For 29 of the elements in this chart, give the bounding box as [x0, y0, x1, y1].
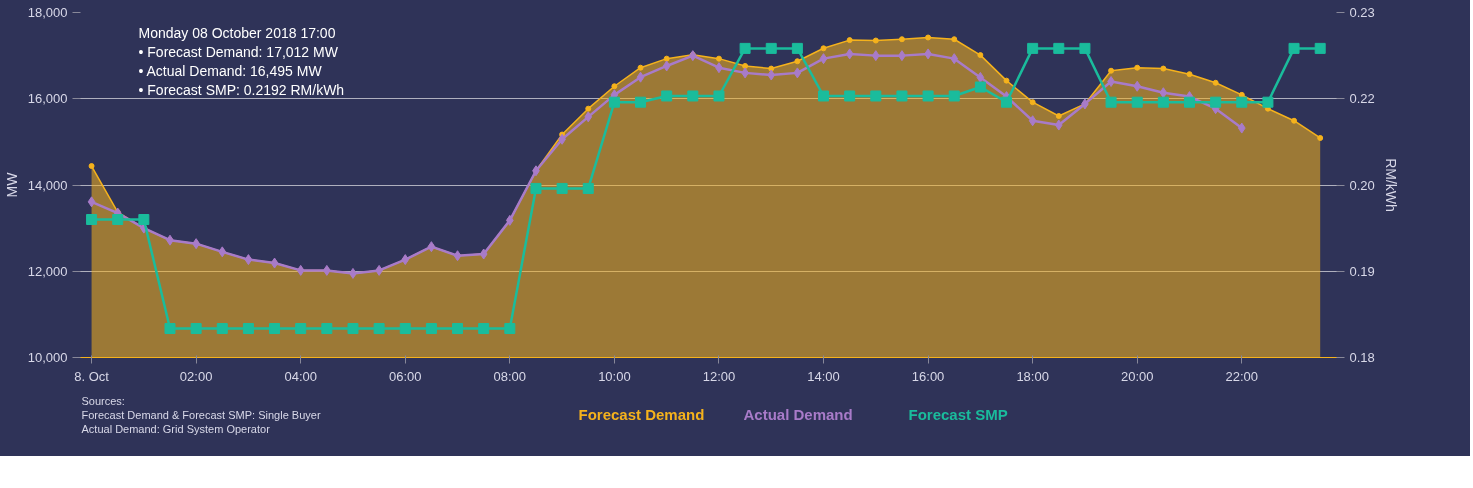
- x-tick-label: 06:00: [389, 368, 422, 384]
- x-tick-label: 8. Oct: [74, 368, 110, 384]
- y-tick-label: 10,000: [27, 350, 68, 365]
- x-tick-label: 10:00: [598, 368, 631, 384]
- y2-tick-label: 0.23: [1349, 5, 1375, 20]
- y2-tick-label: 0.19: [1349, 263, 1375, 279]
- y-axis-title: MW: [3, 171, 20, 198]
- y2-tick-label: 0.20: [1349, 177, 1375, 193]
- y2-axis-title: RM/kWh: [1382, 158, 1399, 212]
- x-tick-label: 14:00: [807, 368, 840, 384]
- text: Actual Demand: [743, 406, 853, 423]
- y-tick-label: 18,000: [27, 5, 68, 20]
- y-tick-label: 16,000: [27, 91, 68, 107]
- y-tick-label: 12,000: [27, 263, 68, 279]
- x-tick-label: 20:00: [1120, 368, 1154, 384]
- text: Forecast SMP: [908, 406, 1008, 423]
- text: Forecast Demand: [578, 406, 705, 423]
- y-tick-label: 14,000: [27, 177, 68, 193]
- x-tick-label: 18:00: [1016, 368, 1049, 384]
- annotation: Monday 08 October 2018 17:00 • Forecast Demand: 17,012 MW • Actual Demand: 16,495 MW • Forecast SMP: 0.2192 RM/kWh: [138, 24, 345, 99]
- x-tick-label: 22:00: [1225, 368, 1259, 384]
- y2-tick-label: 0.18: [1349, 350, 1375, 365]
- x-tick-label: 02:00: [179, 368, 213, 384]
- source-note: Sources: Forecast Demand & Forecast SMP: Single Buyer Actual Demand: Grid System Operator: [81, 394, 321, 436]
- x-tick-label: 16:00: [911, 368, 945, 384]
- y2-tick-label: 0.22: [1349, 91, 1375, 107]
- x-tick-label: 04:00: [284, 368, 317, 384]
- x-tick-label: 12:00: [702, 368, 736, 384]
- x-tick-label: 08:00: [493, 368, 527, 384]
